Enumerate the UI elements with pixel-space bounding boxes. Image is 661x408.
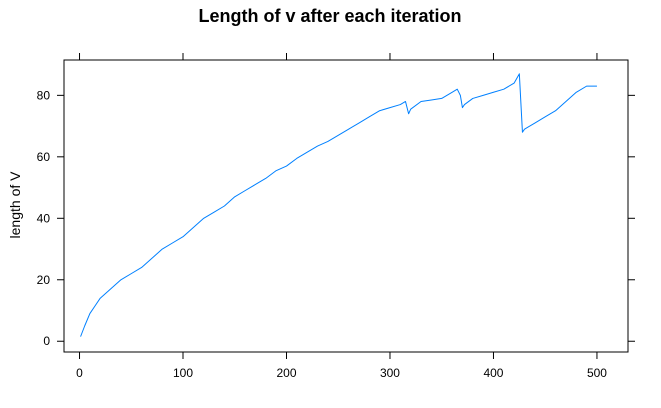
x-tick-label-400: 400 — [483, 366, 503, 380]
y-tick-label-60: 60 — [37, 150, 51, 164]
y-axis-label: length of V — [7, 171, 23, 239]
y-tick-label-0: 0 — [43, 334, 50, 348]
y-tick-label-40: 40 — [37, 211, 51, 225]
x-tick-label-500: 500 — [587, 366, 607, 380]
x-tick-label-0: 0 — [76, 366, 83, 380]
chart-title: Length of v after each iteration — [198, 6, 461, 26]
axis-ticks: 0 100 200 300 400 500 0 20 40 60 80 — [37, 53, 635, 380]
series-line-0 — [80, 73, 597, 337]
x-tick-label-300: 300 — [380, 366, 400, 380]
series-layer — [80, 73, 597, 337]
plot-frame — [63, 59, 629, 353]
x-tick-label-200: 200 — [276, 366, 296, 380]
y-tick-label-80: 80 — [37, 88, 51, 102]
x-tick-label-100: 100 — [173, 366, 193, 380]
y-tick-label-20: 20 — [37, 273, 51, 287]
